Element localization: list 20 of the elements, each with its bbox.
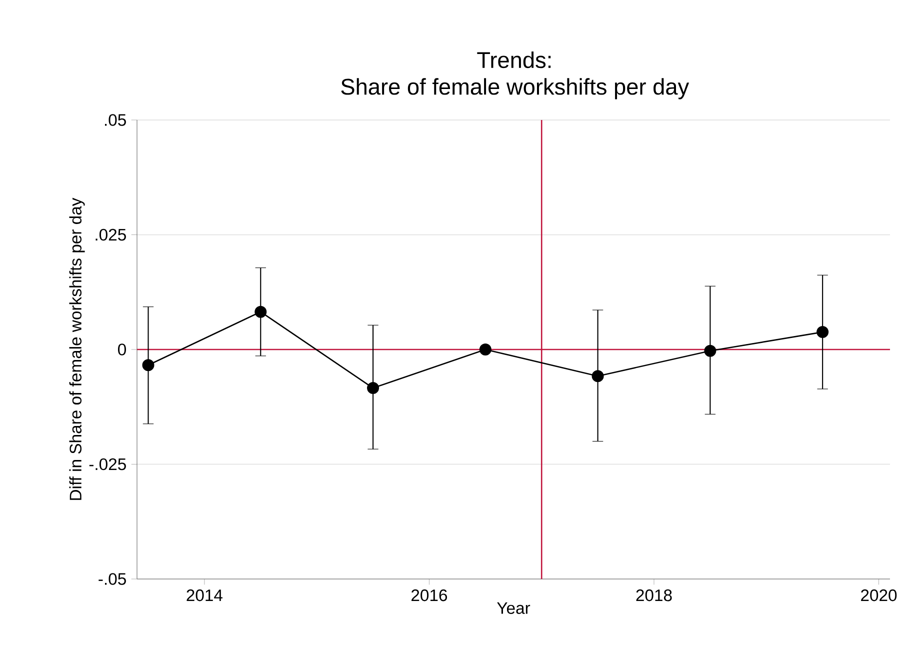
chart-title: Trends: [477, 51, 551, 68]
point [142, 359, 154, 372]
chart-subtitle: Share of female workshifts per day [341, 78, 690, 100]
point [254, 306, 267, 318]
y-tick-label: -.025 [89, 458, 126, 470]
x-axis-title: Year [497, 602, 530, 614]
x-tick-label: 2014 [186, 589, 222, 602]
x-tick-label: 2018 [636, 589, 672, 602]
point [592, 370, 604, 382]
point [479, 343, 492, 356]
point [704, 344, 716, 357]
y-axis-title: Diff in Share of female workshifts per day [69, 198, 85, 500]
point [367, 382, 380, 394]
y-tick-label: 0 [118, 344, 126, 356]
y-tick-label: .05 [105, 114, 126, 126]
x-tick-label: 2020 [861, 589, 897, 602]
point [816, 326, 829, 338]
x-tick-label: 2016 [412, 589, 448, 602]
y-tick-label: .025 [96, 228, 126, 241]
y-tick-label: -.05 [98, 573, 126, 585]
